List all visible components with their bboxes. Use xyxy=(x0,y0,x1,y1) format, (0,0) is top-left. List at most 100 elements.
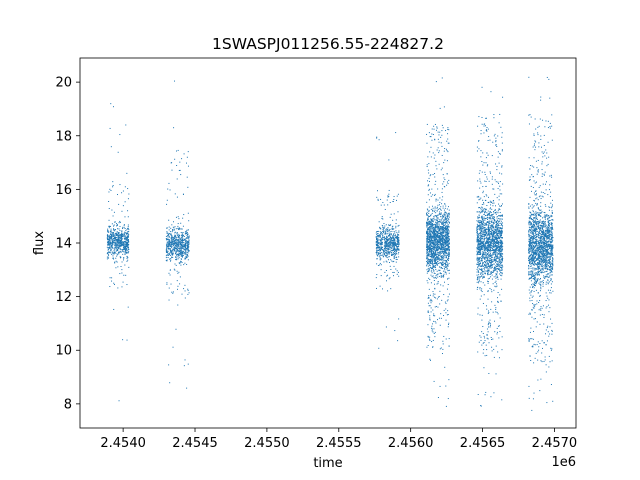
data-point xyxy=(437,188,439,190)
data-point xyxy=(431,325,433,327)
data-point xyxy=(398,239,400,241)
data-point xyxy=(174,248,176,250)
data-point xyxy=(430,282,432,284)
data-point xyxy=(169,189,171,191)
data-point xyxy=(390,244,392,246)
data-point xyxy=(481,256,483,258)
data-point xyxy=(182,235,184,237)
data-point xyxy=(483,222,485,224)
data-point xyxy=(114,221,116,223)
data-point xyxy=(181,255,183,257)
data-point xyxy=(438,236,440,238)
data-point xyxy=(482,262,484,264)
data-point xyxy=(180,238,182,240)
data-point xyxy=(494,243,496,245)
data-point xyxy=(174,242,176,244)
data-point xyxy=(437,147,439,149)
data-point xyxy=(426,164,428,166)
data-point xyxy=(430,230,432,232)
data-point xyxy=(111,223,113,225)
data-point xyxy=(176,237,178,239)
data-point xyxy=(381,238,383,240)
data-point xyxy=(492,241,494,243)
data-point xyxy=(502,253,504,255)
data-point xyxy=(499,261,501,263)
data-point xyxy=(494,229,496,231)
data-point xyxy=(444,227,446,229)
data-point xyxy=(479,250,481,252)
data-point xyxy=(434,264,436,266)
data-point xyxy=(109,230,111,232)
data-point xyxy=(428,311,430,313)
data-point xyxy=(430,311,432,313)
data-point xyxy=(111,245,113,247)
data-point xyxy=(125,251,127,253)
data-point xyxy=(448,216,450,218)
data-point xyxy=(426,213,428,215)
data-point xyxy=(119,256,121,258)
data-point xyxy=(110,235,112,237)
data-point xyxy=(488,246,490,248)
data-point xyxy=(428,184,430,186)
data-point xyxy=(432,251,434,253)
data-point xyxy=(483,230,485,232)
data-point xyxy=(392,261,394,263)
data-point xyxy=(448,243,450,245)
data-point xyxy=(496,258,498,260)
data-point xyxy=(495,260,497,262)
data-point xyxy=(126,232,128,234)
data-point xyxy=(183,248,185,250)
data-point xyxy=(435,259,437,261)
data-point xyxy=(184,248,186,250)
data-point xyxy=(427,232,429,234)
data-point xyxy=(442,232,444,234)
data-point xyxy=(181,237,183,239)
data-point xyxy=(483,223,485,225)
data-point xyxy=(495,251,497,253)
data-point xyxy=(126,251,128,253)
data-point xyxy=(497,265,499,267)
data-point xyxy=(378,235,380,237)
data-point xyxy=(438,237,440,239)
data-point xyxy=(439,218,441,220)
data-point xyxy=(432,323,434,325)
data-point xyxy=(426,236,428,238)
data-point xyxy=(481,248,483,250)
data-point xyxy=(446,217,448,219)
data-point xyxy=(180,250,182,252)
data-point xyxy=(174,241,176,243)
data-point xyxy=(396,243,398,245)
data-point xyxy=(431,230,433,232)
data-point xyxy=(397,244,399,246)
data-point xyxy=(491,225,493,227)
data-point xyxy=(113,251,115,253)
data-point xyxy=(431,270,433,272)
data-point xyxy=(487,241,489,243)
data-point xyxy=(114,262,116,264)
data-point xyxy=(432,235,434,237)
data-point xyxy=(396,236,398,238)
data-point xyxy=(487,269,489,271)
data-point xyxy=(477,267,479,269)
data-point xyxy=(176,256,178,258)
data-point xyxy=(109,241,111,243)
data-point xyxy=(388,262,390,263)
data-point xyxy=(387,244,389,246)
data-point xyxy=(446,230,448,232)
data-point xyxy=(431,223,433,225)
data-point xyxy=(426,269,428,271)
data-point xyxy=(428,297,430,299)
data-point xyxy=(127,198,129,200)
data-point xyxy=(436,283,438,285)
data-point xyxy=(187,250,189,252)
data-point xyxy=(113,238,115,240)
data-point xyxy=(496,277,498,279)
data-point xyxy=(448,262,450,264)
data-point xyxy=(431,220,433,222)
data-point xyxy=(188,242,190,244)
data-point xyxy=(439,235,441,237)
data-point xyxy=(170,237,172,239)
data-point xyxy=(437,233,439,235)
data-point xyxy=(380,250,382,252)
data-point xyxy=(440,246,442,248)
